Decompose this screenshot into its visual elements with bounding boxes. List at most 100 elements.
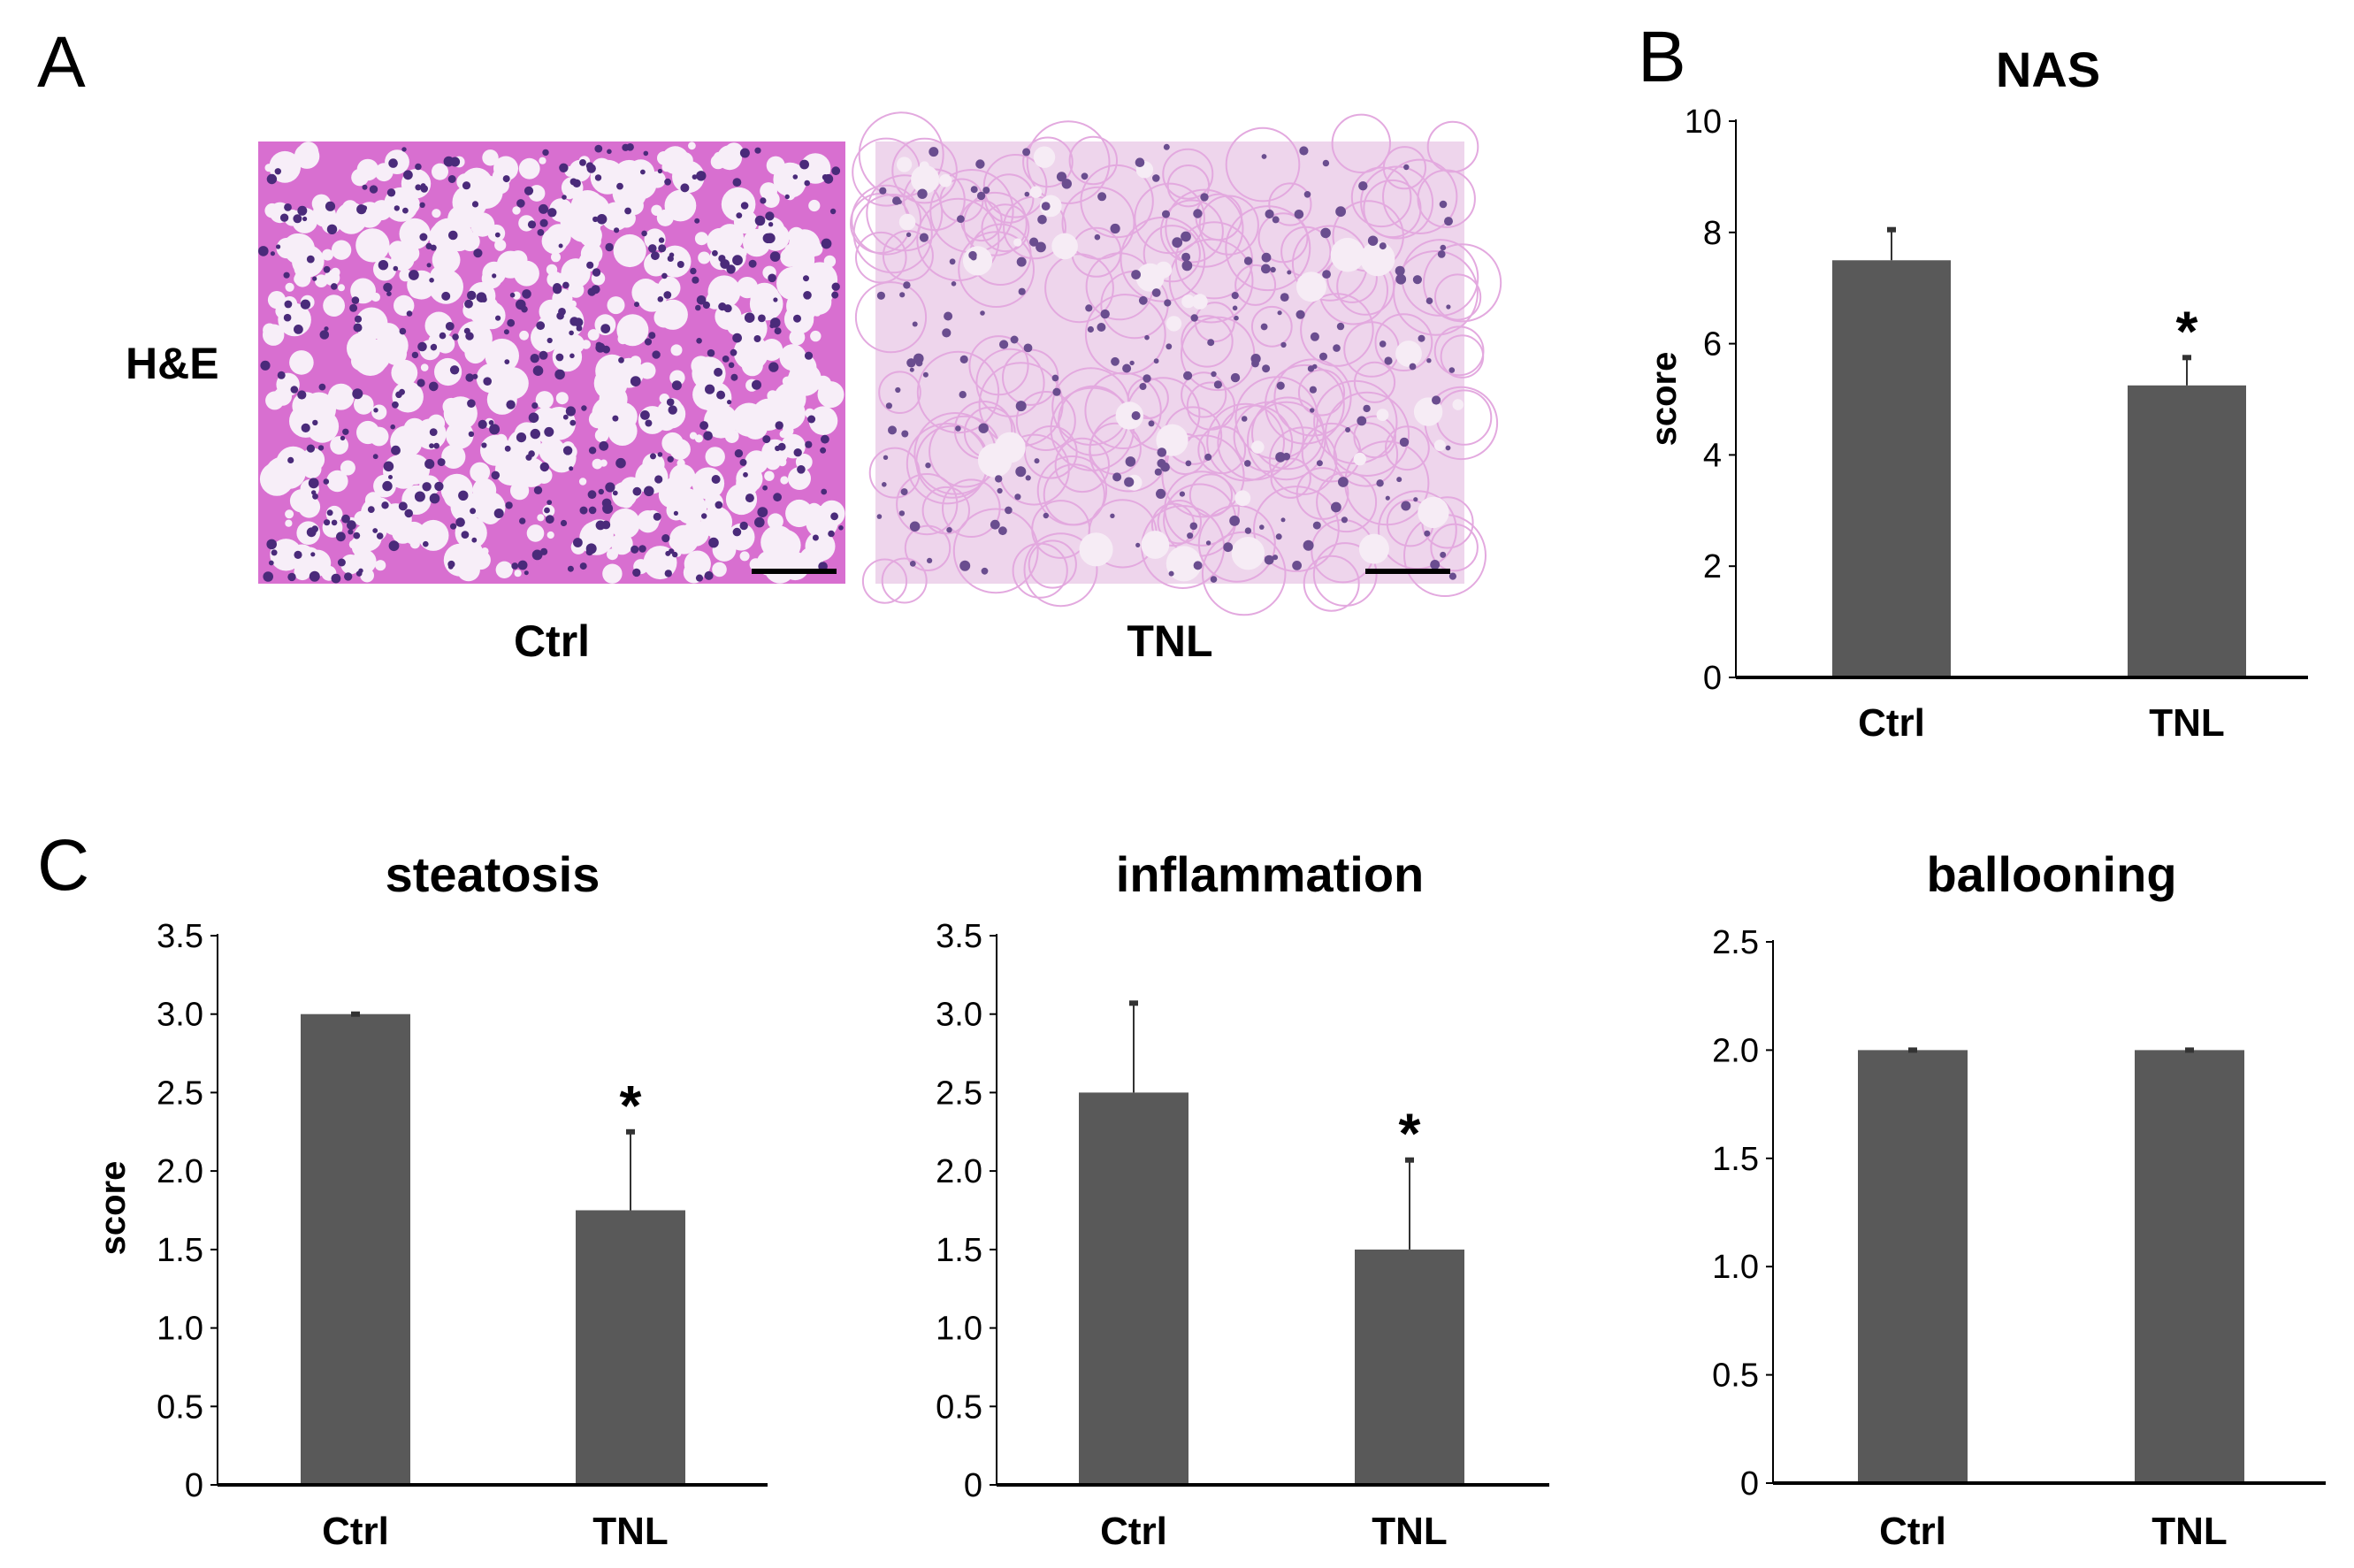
nucleus bbox=[527, 220, 537, 229]
nucleus bbox=[592, 216, 599, 223]
nucleus bbox=[673, 510, 679, 516]
vacuole bbox=[338, 284, 345, 292]
nucleus bbox=[804, 180, 810, 187]
nucleus bbox=[1295, 310, 1305, 319]
vacuole bbox=[473, 491, 506, 524]
vacuole bbox=[432, 163, 448, 180]
vacuole bbox=[739, 551, 750, 562]
nucleus bbox=[476, 292, 487, 303]
nucleus bbox=[326, 224, 338, 234]
ballooning-y-tick-label: 0 bbox=[1740, 1465, 1759, 1503]
vacuole bbox=[808, 406, 838, 436]
he-image-ctrl-texture bbox=[258, 142, 845, 584]
vacuole bbox=[669, 439, 691, 460]
nucleus bbox=[283, 313, 292, 322]
nucleus bbox=[605, 482, 615, 493]
vacuole bbox=[657, 299, 688, 330]
nucleus bbox=[585, 548, 593, 556]
vacuole bbox=[692, 467, 725, 500]
nucleus bbox=[1157, 447, 1167, 457]
vacuole bbox=[1115, 402, 1144, 430]
nucleus bbox=[745, 493, 754, 503]
nucleus bbox=[585, 162, 594, 170]
nucleus bbox=[765, 211, 775, 221]
nucleus bbox=[1311, 363, 1318, 370]
nucleus bbox=[1124, 477, 1135, 487]
nucleus bbox=[1275, 452, 1286, 463]
nucleus bbox=[743, 471, 748, 478]
nucleus bbox=[739, 458, 747, 466]
nucleus bbox=[388, 475, 393, 479]
nucleus bbox=[612, 415, 619, 422]
nucleus bbox=[263, 571, 274, 582]
cell-outline bbox=[1162, 148, 1214, 200]
nucleus bbox=[1144, 334, 1150, 340]
nucleus bbox=[1041, 202, 1051, 211]
vacuole bbox=[669, 532, 686, 550]
nucleus bbox=[587, 287, 596, 296]
nucleus bbox=[409, 270, 419, 280]
cell-outline bbox=[1225, 126, 1301, 203]
vacuole bbox=[1251, 440, 1265, 454]
nucleus bbox=[554, 369, 565, 380]
inflammation-y-tick-label: 2.0 bbox=[936, 1153, 982, 1190]
nucleus bbox=[661, 534, 670, 543]
nucleus bbox=[573, 538, 583, 547]
cell-outline bbox=[916, 350, 1000, 434]
vacuole bbox=[670, 344, 683, 356]
vacuole bbox=[434, 357, 462, 386]
nucleus bbox=[1168, 570, 1174, 577]
vacuole bbox=[663, 315, 674, 325]
nucleus bbox=[312, 493, 318, 500]
nucleus bbox=[640, 169, 646, 175]
nucleus bbox=[537, 229, 545, 236]
vacuole bbox=[326, 470, 348, 493]
nucleus bbox=[981, 567, 989, 575]
nucleus bbox=[805, 440, 813, 448]
nucleus bbox=[732, 178, 742, 187]
nucleus bbox=[516, 299, 526, 310]
vacuole bbox=[541, 228, 568, 255]
cell-outline bbox=[942, 478, 1001, 539]
nucleus bbox=[955, 425, 961, 432]
nucleus bbox=[419, 202, 425, 208]
cell-outline bbox=[1022, 136, 1074, 188]
nucleus bbox=[999, 340, 1009, 349]
nucleus bbox=[391, 445, 401, 455]
cell-outline bbox=[1265, 363, 1345, 445]
vacuole bbox=[375, 560, 386, 571]
nucleus bbox=[634, 302, 639, 308]
cell-outline bbox=[1247, 401, 1326, 481]
vacuole bbox=[330, 436, 348, 455]
nucleus bbox=[1335, 206, 1346, 218]
inflammation-error-cap-tnl bbox=[1405, 1157, 1414, 1163]
nucleus bbox=[398, 501, 408, 511]
nucleus bbox=[903, 281, 911, 289]
nucleus bbox=[922, 371, 929, 378]
nucleus bbox=[531, 402, 539, 409]
nucleus bbox=[900, 488, 908, 496]
vacuole bbox=[276, 446, 310, 481]
nucleus bbox=[1205, 540, 1211, 546]
nas-y-tick-label: 6 bbox=[1703, 326, 1722, 363]
vacuole bbox=[494, 239, 507, 251]
vacuole bbox=[340, 554, 361, 575]
vacuole bbox=[779, 170, 800, 192]
chart-steatosis: steatosis score Ctrl * TNL 0 0.5 1.0 1.5 2.0 2.5 3.… bbox=[94, 846, 768, 1553]
nucleus bbox=[651, 251, 660, 261]
nucleus bbox=[1448, 367, 1456, 373]
nucleus bbox=[1122, 363, 1132, 373]
vacuole bbox=[456, 558, 480, 582]
nucleus bbox=[797, 465, 806, 474]
nucleus bbox=[287, 572, 296, 582]
steatosis-category-label-ctrl: Ctrl bbox=[322, 1510, 389, 1553]
nucleus bbox=[1207, 339, 1215, 347]
nucleus bbox=[1385, 495, 1390, 501]
cell-outline bbox=[1353, 361, 1396, 403]
nucleus bbox=[402, 207, 409, 214]
scale-bar-ctrl bbox=[752, 569, 837, 574]
cell-outline bbox=[1068, 135, 1119, 186]
nucleus bbox=[489, 424, 501, 435]
nucleus bbox=[429, 278, 434, 283]
